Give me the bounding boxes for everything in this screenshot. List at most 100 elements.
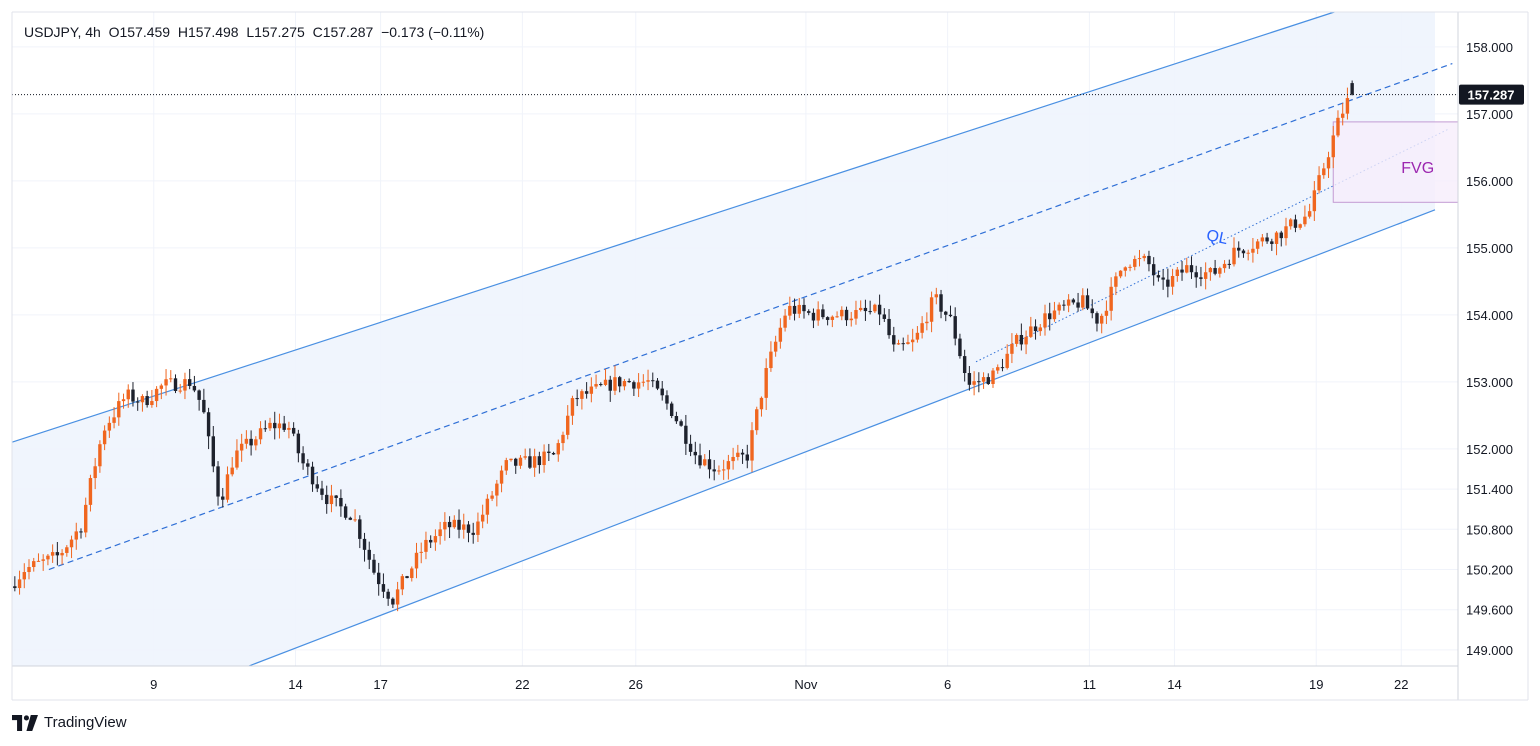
candle-body xyxy=(929,297,934,322)
candle-body xyxy=(835,316,839,318)
candle xyxy=(603,368,608,387)
time-axis[interactable]: 9 14 17 22 26 Nov 6 11 14 19 22 xyxy=(150,677,1408,692)
candle xyxy=(523,448,527,460)
open-label: O xyxy=(108,24,120,40)
candle xyxy=(996,364,1000,374)
candle xyxy=(750,422,754,473)
candle xyxy=(211,426,216,473)
interval[interactable]: 4h xyxy=(85,24,101,40)
candle xyxy=(934,287,939,305)
change-value: −0.173 (−0.11%) xyxy=(381,24,485,40)
candle-body xyxy=(480,514,485,522)
candle-body xyxy=(986,377,990,385)
candle-body xyxy=(868,311,872,313)
candle-body xyxy=(216,466,220,497)
candle-body xyxy=(1062,304,1066,306)
candle xyxy=(717,465,721,475)
candle-body xyxy=(981,377,986,382)
x-tick-label: 19 xyxy=(1309,677,1323,692)
candle xyxy=(707,450,712,479)
candle xyxy=(1109,277,1113,321)
candle-body xyxy=(717,470,721,472)
candle xyxy=(906,334,910,345)
candle xyxy=(901,337,905,351)
channel-fill xyxy=(12,12,1435,666)
candle-body xyxy=(1218,268,1222,274)
candle xyxy=(655,378,660,391)
candle-body xyxy=(1156,275,1161,278)
brand-name: TradingView xyxy=(44,714,127,731)
tradingview-brand[interactable]: TradingView xyxy=(12,714,127,731)
candle-body xyxy=(1142,255,1146,259)
candle-body xyxy=(471,532,475,535)
candle-body xyxy=(977,381,981,383)
candle-body xyxy=(825,317,830,320)
candle xyxy=(178,383,182,394)
candle-body xyxy=(381,584,386,592)
x-tick-label: 17 xyxy=(373,677,387,692)
candle xyxy=(807,309,811,316)
candle-body xyxy=(367,549,371,560)
candle xyxy=(1265,232,1269,244)
candle xyxy=(532,448,537,477)
candle-body xyxy=(1199,277,1203,279)
candle-body xyxy=(433,536,438,543)
candle-body xyxy=(1251,248,1255,253)
candle xyxy=(230,457,234,477)
price-axis[interactable]: 158.000 157.000 156.000 155.000 154.000 153.0… xyxy=(1466,40,1513,658)
candle xyxy=(1104,300,1109,325)
candle xyxy=(627,378,631,383)
candle xyxy=(617,375,622,393)
candle-body xyxy=(830,316,835,320)
symbol[interactable]: USDJPY xyxy=(24,24,78,40)
candle xyxy=(1147,250,1151,272)
candle xyxy=(693,441,698,465)
candle-body xyxy=(395,589,400,605)
fvg-label: FVG xyxy=(1401,160,1434,177)
candle xyxy=(825,316,830,326)
y-tick-label: 149.600 xyxy=(1466,603,1513,618)
candle-body xyxy=(764,368,768,398)
candle-body xyxy=(102,430,107,445)
candle xyxy=(594,374,598,389)
candle xyxy=(948,305,953,318)
candle xyxy=(962,349,967,382)
candle xyxy=(414,542,419,579)
candle-body xyxy=(277,423,282,429)
candle xyxy=(46,553,50,566)
candle xyxy=(1085,288,1090,310)
candle xyxy=(1043,304,1047,336)
candle-body xyxy=(230,467,234,475)
candles[interactable] xyxy=(13,80,1354,612)
candle xyxy=(1071,298,1076,305)
candle-body xyxy=(211,436,216,467)
candle xyxy=(731,447,735,470)
candle xyxy=(107,416,112,438)
candle xyxy=(1142,253,1146,262)
candle xyxy=(187,368,192,390)
candle-body xyxy=(532,456,537,468)
candle xyxy=(1331,125,1335,169)
candle-body xyxy=(1095,313,1099,324)
candle-body xyxy=(892,335,896,345)
candle xyxy=(17,570,22,595)
fvg-zone[interactable]: FVG xyxy=(1332,121,1459,203)
last-price-badge-text: 157.287 xyxy=(1468,88,1515,103)
candle-body xyxy=(910,339,915,343)
low-label: L xyxy=(246,24,255,40)
candle-body xyxy=(632,382,636,389)
candle xyxy=(367,541,371,570)
candle xyxy=(258,421,263,445)
candle-body xyxy=(391,598,395,605)
candle xyxy=(74,522,78,550)
candle-body xyxy=(325,494,329,505)
candle-body xyxy=(339,497,343,507)
candle-body xyxy=(731,456,735,462)
regression-channel[interactable]: QL xyxy=(11,11,1453,667)
candle xyxy=(783,309,787,332)
candle xyxy=(1274,231,1279,256)
candle-body xyxy=(1326,157,1331,169)
candle xyxy=(1241,249,1246,258)
candle-body xyxy=(107,422,112,431)
